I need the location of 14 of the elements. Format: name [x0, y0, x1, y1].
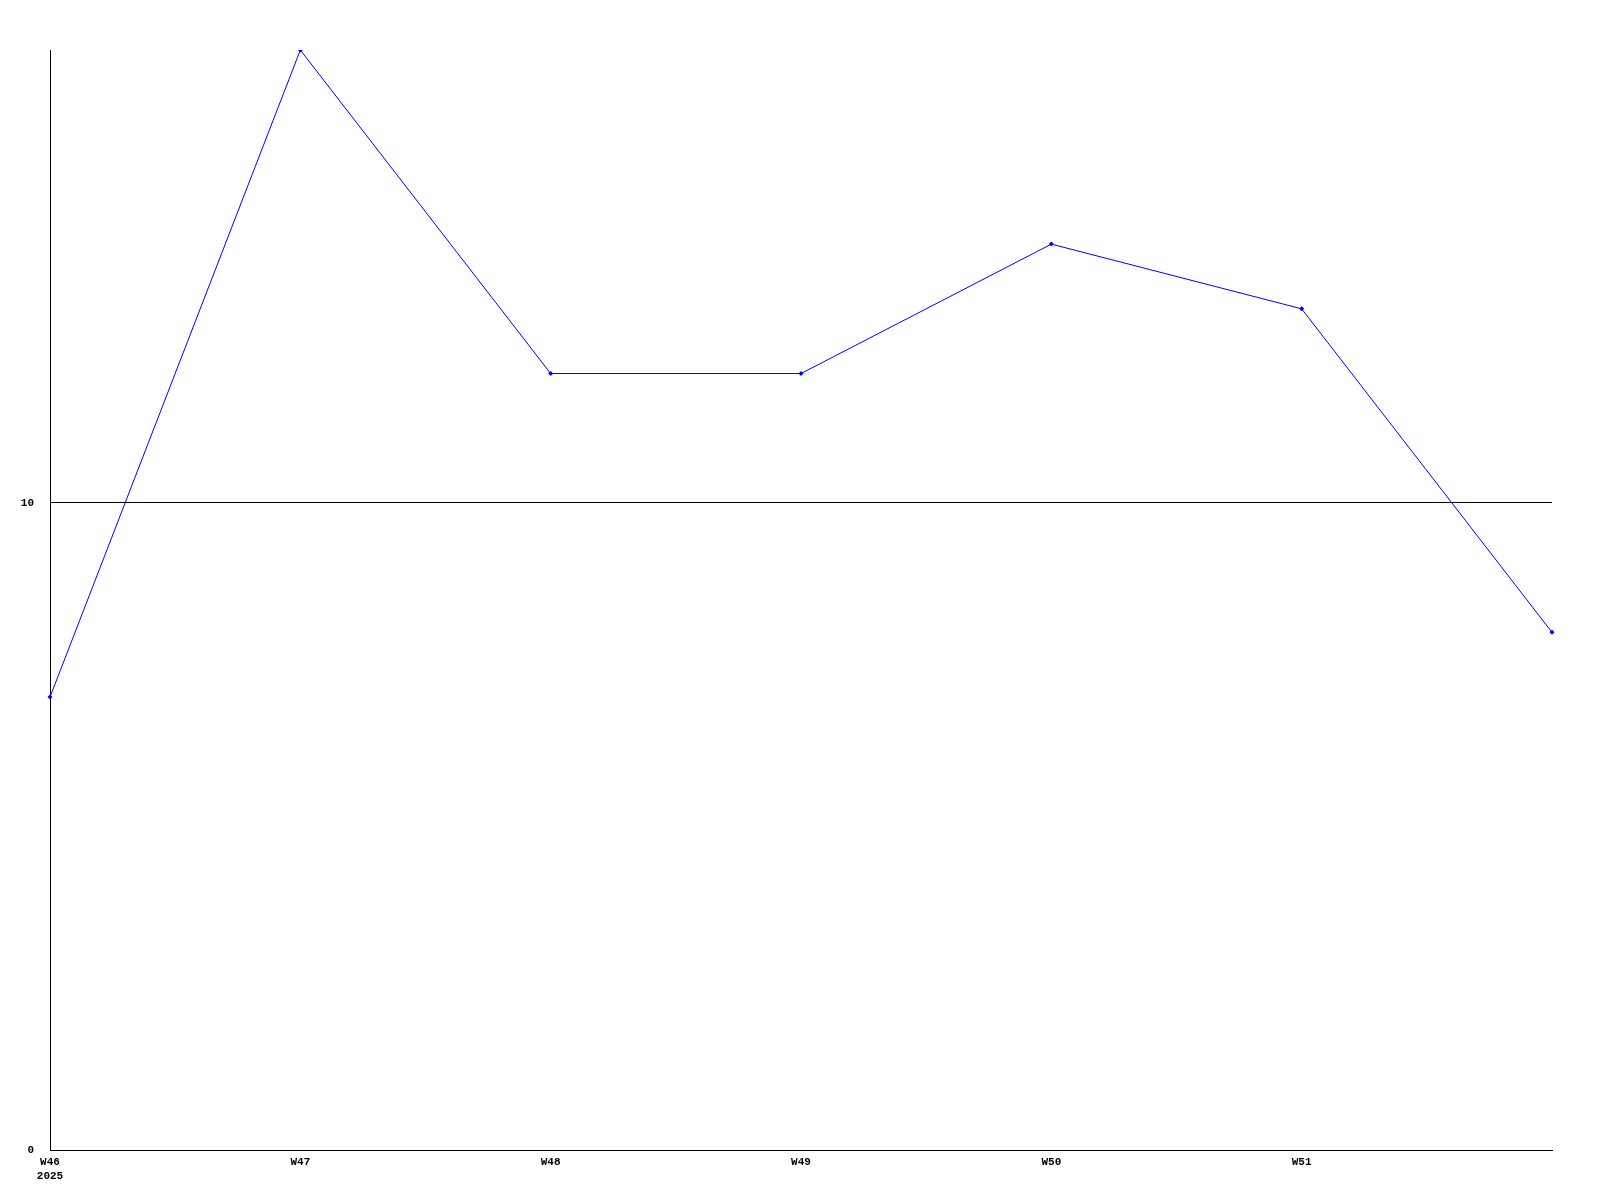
x-tick-label: W49 — [791, 1156, 811, 1169]
y-tick-label: 10 — [20, 496, 34, 509]
x-tick-label: W51 — [1291, 1156, 1312, 1169]
point — [1299, 306, 1305, 312]
y-tick-label: 0 — [27, 1143, 34, 1156]
x-tick-label: W48 — [540, 1156, 561, 1169]
x-tick-label: W46 2025 — [36, 1156, 64, 1182]
point — [548, 371, 554, 377]
point — [1549, 629, 1555, 635]
point — [47, 694, 53, 700]
x-tick-label: W50 — [1041, 1156, 1062, 1169]
point — [1048, 241, 1054, 247]
point — [798, 371, 804, 377]
x-tick-label: W47 — [290, 1156, 311, 1169]
